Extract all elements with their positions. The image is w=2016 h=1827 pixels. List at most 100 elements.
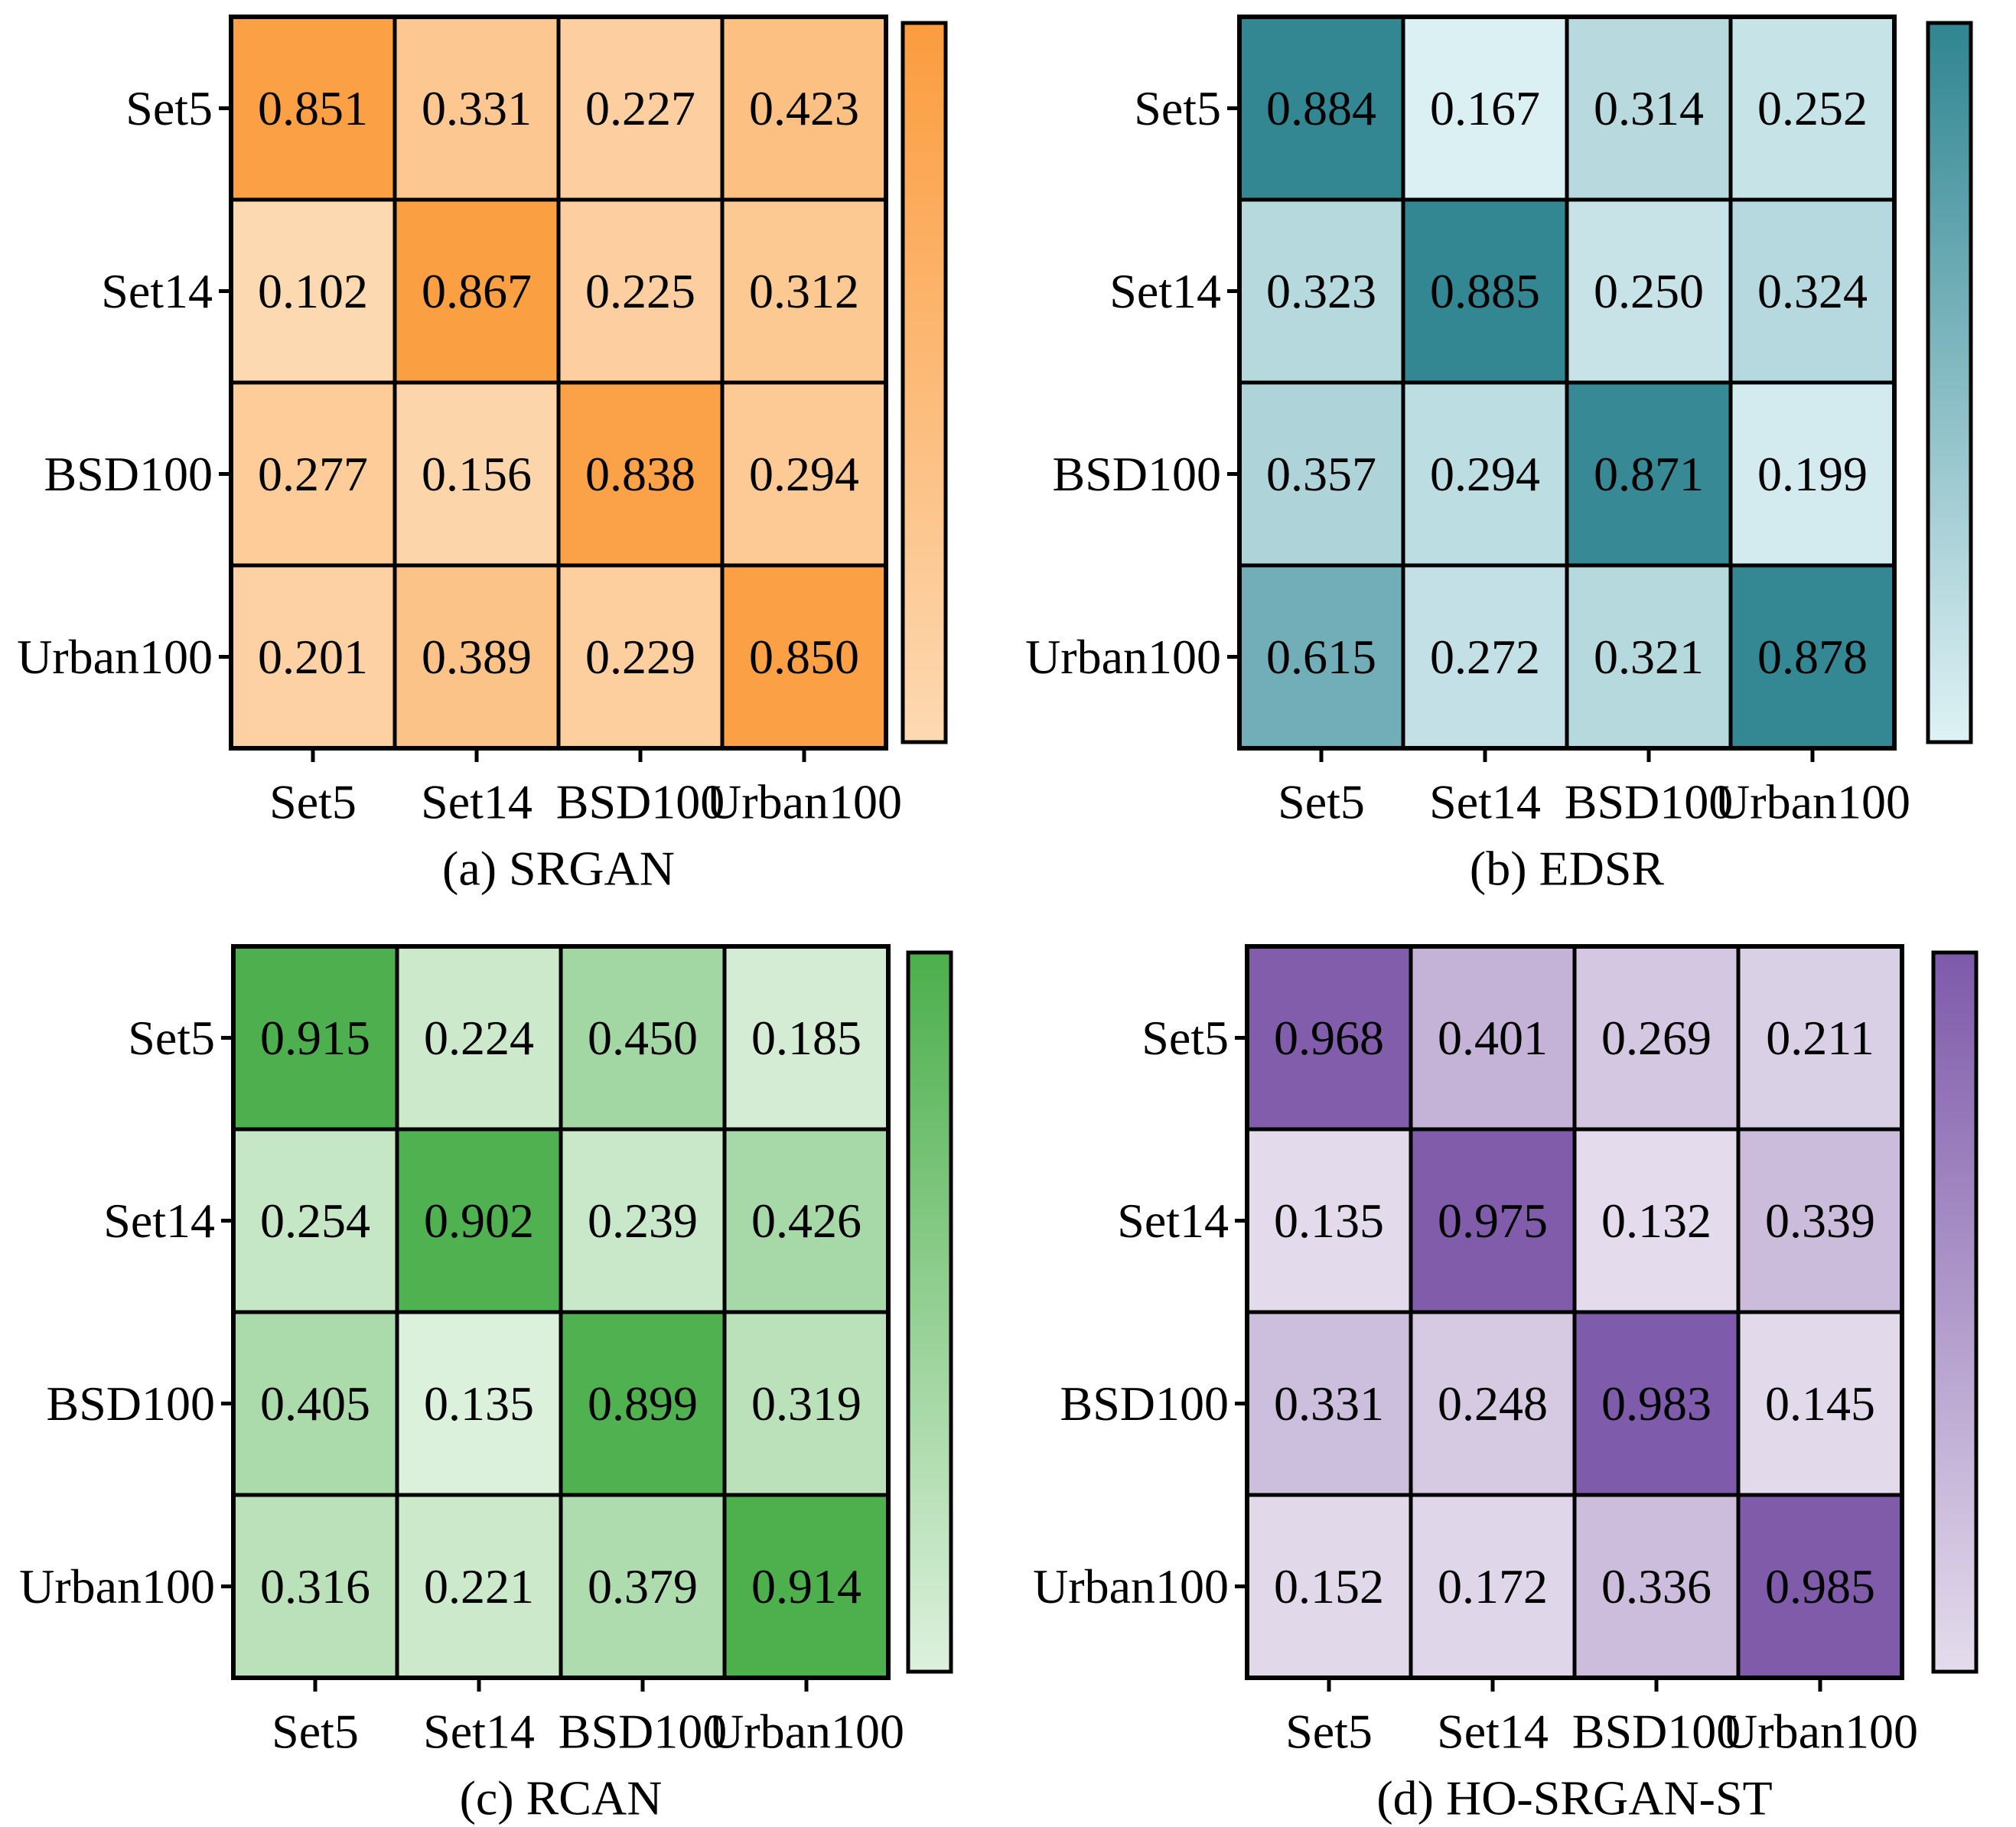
y-tick-label: Set14 — [101, 264, 213, 318]
heatmap-cell — [1401, 380, 1569, 568]
cell-value-label: 0.389 — [422, 630, 532, 684]
cell-value-label: 0.156 — [422, 447, 532, 501]
cell-value-label: 0.983 — [1601, 1376, 1711, 1431]
cell-value-label: 0.450 — [588, 1011, 698, 1065]
heatmap-cell — [559, 944, 727, 1132]
x-tick-label: Set5 — [269, 775, 357, 829]
cell-value-label: 0.294 — [1430, 447, 1540, 501]
heatmap-cell — [1728, 15, 1897, 202]
heatmap-cell — [1572, 1493, 1741, 1680]
x-tick-label: Urban100 — [706, 775, 902, 829]
heatmap-cell — [1237, 15, 1405, 202]
panel-caption: (d) HO-SRGAN-ST — [1376, 1771, 1772, 1825]
y-tick-label: Set5 — [125, 81, 213, 135]
heatmap-panel: 0.884 0.167 0.314 0.252 0.323 0.885 0.250 0.324… — [1025, 15, 1973, 896]
heatmap-cell — [1728, 380, 1897, 568]
x-tick-label: Set14 — [423, 1705, 535, 1759]
cell-value-label: 0.339 — [1765, 1194, 1875, 1248]
heatmap-panel: 0.915 0.224 0.450 0.185 0.254 0.902 0.239 0.426… — [19, 944, 953, 1825]
x-tick-label: Urban100 — [1722, 1705, 1918, 1759]
cell-value-label: 0.975 — [1438, 1194, 1548, 1248]
cell-value-label: 0.379 — [588, 1559, 698, 1614]
y-tick-label: BSD100 — [44, 447, 213, 501]
x-tick-label: Set14 — [421, 775, 532, 829]
x-tick-label: Set14 — [1437, 1705, 1549, 1759]
cell-value-label: 0.331 — [422, 81, 532, 135]
heatmap-cell — [1728, 197, 1897, 385]
heatmap-cell — [1572, 944, 1741, 1132]
cell-value-label: 0.323 — [1266, 264, 1376, 318]
heatmap-cell — [1401, 15, 1569, 202]
y-tick-label: Set14 — [103, 1194, 215, 1248]
cell-value-label: 0.145 — [1765, 1376, 1875, 1431]
cell-value-label: 0.172 — [1438, 1559, 1548, 1614]
x-tick-label: BSD100 — [1565, 775, 1734, 829]
cell-value-label: 0.135 — [1274, 1194, 1384, 1248]
cell-value-label: 0.914 — [751, 1559, 861, 1614]
y-tick-label: Urban100 — [17, 630, 213, 684]
heatmap-cell — [720, 197, 888, 385]
cell-value-label: 0.250 — [1594, 264, 1704, 318]
heatmap-cell — [1409, 1493, 1577, 1680]
y-tick-label: Urban100 — [19, 1559, 215, 1614]
cell-value-label: 0.135 — [424, 1376, 534, 1431]
cell-value-label: 0.899 — [588, 1376, 698, 1431]
heatmap-cell — [722, 1127, 891, 1314]
cell-value-label: 0.867 — [422, 264, 532, 318]
cell-value-label: 0.336 — [1601, 1559, 1711, 1614]
panel-caption: (c) RCAN — [460, 1771, 663, 1825]
cell-value-label: 0.152 — [1274, 1559, 1384, 1614]
cell-value-label: 0.312 — [749, 264, 859, 318]
cell-value-label: 0.838 — [585, 447, 695, 501]
heatmap-cell — [1565, 15, 1733, 202]
cell-value-label: 0.254 — [260, 1194, 370, 1248]
cell-value-label: 0.201 — [258, 630, 368, 684]
x-tick-label: BSD100 — [1572, 1705, 1741, 1759]
cell-value-label: 0.426 — [751, 1194, 861, 1248]
x-tick-label: Set14 — [1429, 775, 1541, 829]
cell-value-label: 0.423 — [749, 81, 859, 135]
heatmap-cell — [1245, 1310, 1413, 1497]
heatmap-cell — [1565, 380, 1733, 568]
heatmap-cell — [392, 197, 561, 385]
heatmap-cell — [392, 563, 561, 751]
panel-caption: (b) EDSR — [1470, 842, 1665, 896]
heatmap-panel: 0.968 0.401 0.269 0.211 0.135 0.975 0.132 0.339… — [1033, 944, 1979, 1825]
y-tick-label: BSD100 — [1053, 447, 1222, 501]
cell-value-label: 0.319 — [751, 1376, 861, 1431]
cell-value-label: 0.227 — [585, 81, 695, 135]
cell-value-label: 0.850 — [749, 630, 859, 684]
cell-value-label: 0.167 — [1430, 81, 1540, 135]
heatmap-cell — [720, 380, 888, 568]
heatmap-cell — [1245, 1493, 1413, 1680]
cell-value-label: 0.132 — [1601, 1194, 1711, 1248]
colorbar — [1926, 21, 1973, 744]
cell-value-label: 0.321 — [1594, 630, 1704, 684]
colorbar — [906, 950, 953, 1674]
cell-value-label: 0.185 — [751, 1011, 861, 1065]
cell-value-label: 0.248 — [1438, 1376, 1548, 1431]
heatmap-cell — [1409, 1310, 1577, 1497]
x-tick-label: Urban100 — [1715, 775, 1910, 829]
x-tick-label: Set5 — [272, 1705, 359, 1759]
heatmap-cell — [1409, 1127, 1577, 1314]
heatmap-border — [1237, 15, 1897, 751]
cell-value-label: 0.211 — [1766, 1011, 1874, 1065]
cell-value-label: 0.405 — [260, 1376, 370, 1431]
cell-value-label: 0.851 — [258, 81, 368, 135]
cell-value-label: 0.401 — [1438, 1011, 1548, 1065]
heatmap-border — [231, 944, 891, 1680]
cell-value-label: 0.357 — [1266, 447, 1376, 501]
cell-value-label: 0.968 — [1274, 1011, 1384, 1065]
cell-value-label: 0.884 — [1266, 81, 1376, 135]
heatmap-cell — [1245, 944, 1413, 1132]
y-tick-label: Set5 — [1134, 81, 1221, 135]
cell-value-label: 0.615 — [1266, 630, 1376, 684]
colorbar — [901, 21, 948, 744]
y-tick-label: Set14 — [1117, 1194, 1229, 1248]
cell-value-label: 0.294 — [749, 447, 859, 501]
heatmap-cell — [1245, 1127, 1413, 1314]
heatmap-cell — [229, 15, 397, 202]
heatmap-cell — [1736, 1310, 1904, 1497]
